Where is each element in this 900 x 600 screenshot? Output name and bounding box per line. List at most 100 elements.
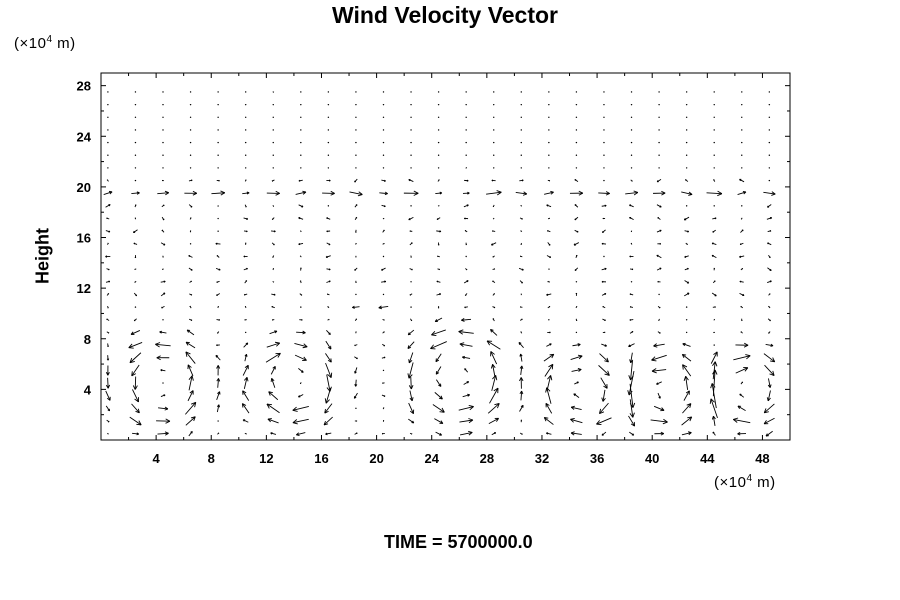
wind-vector <box>131 364 140 377</box>
wind-vector <box>459 430 473 436</box>
vector-dot <box>658 154 660 156</box>
x-unit-prefix: (×10 <box>714 474 747 491</box>
wind-vector <box>710 351 718 364</box>
wind-vector <box>271 217 275 220</box>
wind-vector <box>630 268 634 271</box>
vector-dot <box>217 129 219 131</box>
wind-vector <box>216 179 220 182</box>
vector-dot <box>217 103 219 106</box>
wind-vector <box>768 293 771 296</box>
wind-vector <box>684 179 689 182</box>
vector-dot <box>575 167 578 169</box>
wind-vector <box>681 431 692 436</box>
vector-dot <box>217 116 219 118</box>
wind-vector <box>408 179 414 183</box>
vector-dot <box>713 154 715 156</box>
wind-vector <box>570 405 582 411</box>
wind-vector <box>712 431 716 436</box>
wind-vector <box>161 216 165 221</box>
vector-dot <box>355 167 357 169</box>
vector-dot <box>162 103 164 106</box>
vector-dot <box>713 141 715 144</box>
vector-dot <box>382 255 385 258</box>
wind-vector <box>128 342 143 349</box>
wind-vector <box>103 190 113 196</box>
wind-vector <box>381 267 386 271</box>
wind-vector <box>570 418 583 424</box>
wind-vector <box>355 280 357 284</box>
wind-vector <box>740 267 744 271</box>
wind-vector <box>712 280 716 284</box>
vector-dot <box>741 167 743 169</box>
vector-dot <box>382 129 385 131</box>
wind-vector <box>767 378 772 388</box>
wind-vector <box>459 418 474 424</box>
x-tick-label: 12 <box>259 451 273 466</box>
wind-vector <box>464 217 469 220</box>
wind-vector <box>160 394 166 397</box>
wind-vector <box>217 305 219 309</box>
vector-dot <box>603 154 605 156</box>
vector-dot <box>713 344 715 346</box>
wind-vector <box>327 306 330 309</box>
wind-vector <box>739 255 745 258</box>
wind-vector <box>740 229 744 233</box>
vector-dot <box>134 141 137 144</box>
vector-dot <box>630 129 633 131</box>
wind-vector <box>684 267 689 271</box>
wind-vector <box>657 331 661 334</box>
wind-vector <box>458 404 474 411</box>
vector-dot <box>162 167 164 169</box>
wind-vector <box>740 217 743 220</box>
wind-vector <box>629 399 635 418</box>
x-tick-label: 20 <box>369 451 383 466</box>
wind-vector <box>519 255 523 258</box>
wind-vector <box>211 190 226 196</box>
vector-dot <box>134 91 137 93</box>
wind-vector <box>105 390 111 401</box>
vector-dot <box>465 154 467 156</box>
wind-vector <box>519 432 523 435</box>
vector-dot <box>768 91 771 93</box>
vector-dot <box>327 103 330 106</box>
wind-vector <box>354 379 358 387</box>
x-unit-exponent: 4 <box>746 473 753 484</box>
wind-vector <box>271 242 275 246</box>
wind-vector <box>684 230 690 233</box>
wind-vector <box>158 406 169 411</box>
vector-dot <box>410 306 412 308</box>
wind-vector <box>437 255 440 258</box>
vector-dot <box>217 154 219 156</box>
vector-dot <box>327 205 330 207</box>
wind-vector <box>272 268 275 271</box>
wind-vector <box>267 418 279 424</box>
wind-vector <box>602 217 606 220</box>
wind-vector <box>243 217 249 220</box>
vector-dot <box>189 154 192 156</box>
wind-vector <box>270 366 276 375</box>
wind-vector <box>244 353 248 362</box>
vector-dot <box>217 230 219 232</box>
wind-vector <box>244 179 247 182</box>
wind-vector <box>216 391 221 400</box>
vector-dot <box>437 116 440 118</box>
vector-dot <box>768 141 771 144</box>
wind-vector <box>403 190 419 196</box>
wind-vector <box>543 417 554 425</box>
wind-vector <box>244 319 247 321</box>
wind-vector <box>598 365 610 376</box>
wind-vector <box>430 341 447 350</box>
vector-dot <box>272 167 274 169</box>
wind-vector <box>189 293 193 296</box>
vector-dot <box>741 205 743 207</box>
wind-vector <box>572 343 581 347</box>
wind-vector <box>381 394 386 397</box>
vector-dot <box>603 103 605 106</box>
vector-dot <box>327 167 330 169</box>
wind-vector <box>492 280 496 284</box>
vector-dot <box>382 167 385 169</box>
vector-dot <box>382 141 385 144</box>
wind-vector <box>768 331 771 334</box>
wind-vector <box>131 403 140 414</box>
vector-dot <box>244 129 247 131</box>
